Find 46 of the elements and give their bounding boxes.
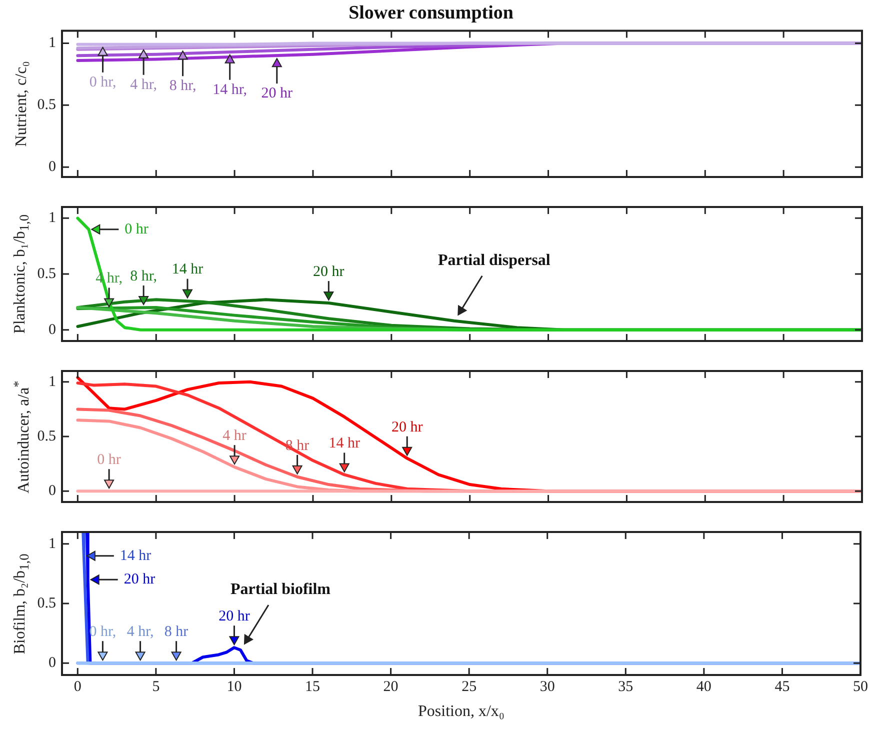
x-tick-label: 20 [383, 678, 398, 695]
annotation: 20 hr [218, 608, 250, 625]
chart-title: Slower consumption [348, 2, 514, 24]
x-tick-label: 5 [152, 678, 160, 695]
x-tick-label: 15 [305, 678, 320, 695]
annotation: Partial dispersal [438, 252, 551, 270]
annotation: 20 hr [124, 572, 156, 588]
x-tick-label: 45 [774, 678, 790, 695]
annotation: 0 hr [97, 452, 121, 468]
x-tick-label: 40 [696, 678, 712, 695]
x-tick-label: 0 [74, 678, 82, 695]
annotation: 4 hr [222, 428, 246, 444]
y-tick-label: 1 [48, 35, 56, 52]
annotation: 20 hr [261, 86, 293, 102]
y-tick-label: 0.5 [37, 266, 56, 282]
y-tick-label: 0 [48, 159, 56, 176]
y-tick-label: 0 [48, 655, 56, 672]
y-tick-label: 1 [48, 374, 56, 390]
annotation: 8 hr, [130, 268, 158, 284]
x-tick-label: 50 [853, 678, 868, 695]
annotation: 8 hr [164, 624, 188, 640]
annotation: 4 hr, [130, 76, 158, 93]
y-tick-label: 0.5 [37, 428, 56, 444]
annotation: 20 hr [313, 264, 344, 280]
annotation: Partial biofilm [230, 581, 332, 598]
x-axis-title: Position, x/x₀ [418, 703, 504, 721]
y-tick-label: 1 [48, 210, 56, 226]
y-tick-label: 0 [48, 322, 56, 338]
annotation: 4 hr, [126, 624, 154, 640]
annotation: 14 hr [172, 262, 204, 278]
annotation: 20 hr [391, 419, 423, 436]
annotation: 8 hr, [169, 78, 196, 94]
annotation: 0 hr, [89, 74, 116, 90]
x-tick-label: 10 [226, 678, 242, 695]
y-tick-label: 1 [48, 536, 56, 552]
annotation: 14 hr [120, 548, 152, 564]
y-tick-label: 0.5 [37, 97, 56, 114]
x-tick-label: 30 [540, 678, 555, 695]
y-tick-label: 0.5 [37, 595, 56, 612]
annotation: 14 hr [328, 436, 360, 452]
annotation: 14 hr, [212, 82, 248, 98]
x-tick-label: 35 [618, 678, 634, 695]
y-axis-title: Nutrient, c/c₀ [13, 61, 31, 147]
annotation: 0 hr [124, 221, 148, 238]
x-tick-label: 25 [462, 678, 477, 695]
y-tick-label: 0 [48, 483, 56, 500]
